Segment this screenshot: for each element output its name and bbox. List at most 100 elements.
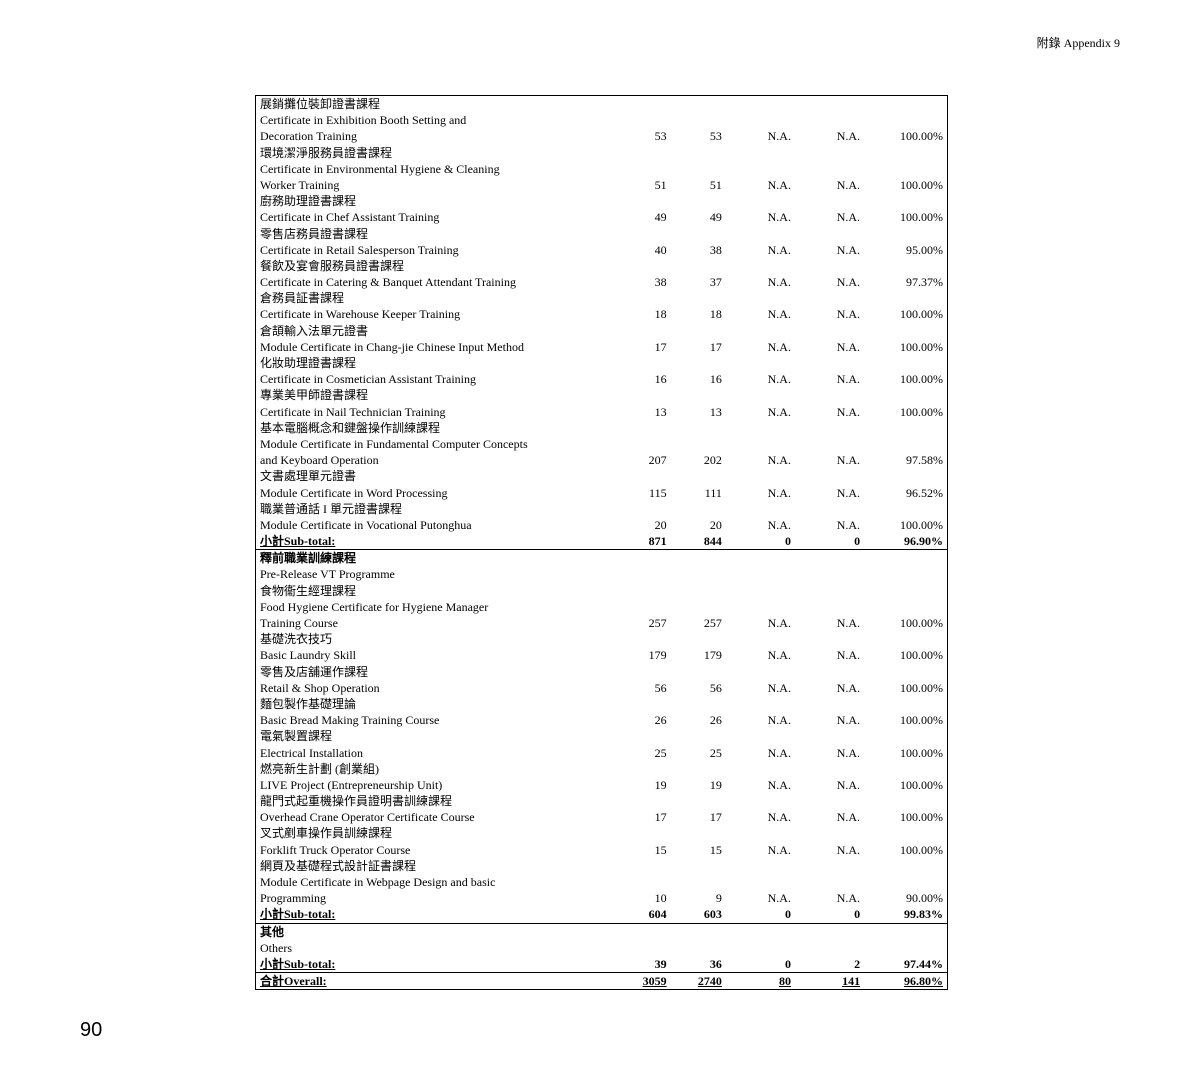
cell: 38 bbox=[615, 274, 670, 290]
cell: 2 bbox=[795, 956, 864, 973]
cell: 16 bbox=[671, 371, 726, 387]
section-header-en: Others bbox=[256, 940, 947, 956]
cell: 13 bbox=[671, 404, 726, 420]
cell bbox=[726, 874, 795, 890]
cell: 53 bbox=[671, 128, 726, 144]
cell bbox=[726, 290, 795, 306]
cell bbox=[726, 193, 795, 209]
cell: N.A. bbox=[726, 404, 795, 420]
cell: Module Certificate in Webpage Design and… bbox=[256, 874, 615, 890]
cell: 環境潔淨服務員證書課程 bbox=[256, 145, 615, 161]
cell bbox=[615, 664, 670, 680]
table-row: Decoration Training5353N.A.N.A.100.00% bbox=[256, 128, 947, 144]
cell bbox=[864, 874, 947, 890]
table-row: Certificate in Catering & Banquet Attend… bbox=[256, 274, 947, 290]
cell: 100.00% bbox=[864, 339, 947, 355]
cell: 95.00% bbox=[864, 242, 947, 258]
cell bbox=[795, 436, 864, 452]
subtotal-row: 小計Sub-total:8718440096.90% bbox=[256, 533, 947, 550]
cell bbox=[615, 728, 670, 744]
cell bbox=[726, 728, 795, 744]
cell bbox=[864, 193, 947, 209]
cell: LIVE Project (Entrepreneurship Unit) bbox=[256, 777, 615, 793]
cell bbox=[864, 387, 947, 403]
cell: 51 bbox=[671, 177, 726, 193]
table-row: Certificate in Chef Assistant Training49… bbox=[256, 209, 947, 225]
cell bbox=[615, 161, 670, 177]
cell bbox=[795, 258, 864, 274]
cell: N.A. bbox=[726, 890, 795, 906]
cell bbox=[864, 599, 947, 615]
cell bbox=[671, 696, 726, 712]
cell: Certificate in Environmental Hygiene & C… bbox=[256, 161, 615, 177]
table-row: Programming109N.A.N.A.90.00% bbox=[256, 890, 947, 906]
section-header: 其他 bbox=[256, 923, 947, 940]
cell bbox=[671, 112, 726, 128]
cell bbox=[726, 664, 795, 680]
cell: 100.00% bbox=[864, 647, 947, 663]
cell: 廚務助理證書課程 bbox=[256, 193, 615, 209]
cell: 604 bbox=[615, 906, 670, 923]
cell bbox=[795, 193, 864, 209]
cell bbox=[671, 161, 726, 177]
cell bbox=[726, 420, 795, 436]
cell: 0 bbox=[726, 956, 795, 973]
cell bbox=[615, 226, 670, 242]
cell bbox=[671, 420, 726, 436]
cell bbox=[864, 566, 947, 582]
cell: N.A. bbox=[726, 274, 795, 290]
cell bbox=[795, 696, 864, 712]
cell: 100.00% bbox=[864, 712, 947, 728]
cell: N.A. bbox=[726, 647, 795, 663]
cell: N.A. bbox=[795, 404, 864, 420]
cell bbox=[795, 761, 864, 777]
cell: 18 bbox=[671, 306, 726, 322]
cell: Retail & Shop Operation bbox=[256, 680, 615, 696]
cell bbox=[671, 631, 726, 647]
cell: 9 bbox=[671, 890, 726, 906]
cell: 零售及店舖運作課程 bbox=[256, 664, 615, 680]
table-row: Certificate in Environmental Hygiene & C… bbox=[256, 161, 947, 177]
cell bbox=[726, 258, 795, 274]
cell bbox=[615, 290, 670, 306]
cell bbox=[795, 96, 864, 112]
table-row: 叉式剷車操作員訓練課程 bbox=[256, 825, 947, 841]
cell: 97.37% bbox=[864, 274, 947, 290]
cell: Certificate in Catering & Banquet Attend… bbox=[256, 274, 615, 290]
cell bbox=[671, 436, 726, 452]
cell bbox=[615, 387, 670, 403]
cell: 99.83% bbox=[864, 906, 947, 923]
cell bbox=[671, 258, 726, 274]
cell: 40 bbox=[615, 242, 670, 258]
report-table: 展銷攤位裝卸證書課程Certificate in Exhibition Boot… bbox=[255, 95, 948, 990]
cell: 基礎洗衣技巧 bbox=[256, 631, 615, 647]
cell: 96.90% bbox=[864, 533, 947, 550]
cell: 25 bbox=[615, 745, 670, 761]
table-row: 化妝助理證書課程 bbox=[256, 355, 947, 371]
cell: N.A. bbox=[726, 809, 795, 825]
cell bbox=[726, 761, 795, 777]
cell: N.A. bbox=[795, 371, 864, 387]
table-row: 專業美甲師證書課程 bbox=[256, 387, 947, 403]
cell bbox=[795, 323, 864, 339]
table-row: Retail & Shop Operation5656N.A.N.A.100.0… bbox=[256, 680, 947, 696]
cell bbox=[795, 290, 864, 306]
cell bbox=[671, 468, 726, 484]
cell: N.A. bbox=[726, 339, 795, 355]
cell: 53 bbox=[615, 128, 670, 144]
cell bbox=[726, 355, 795, 371]
cell bbox=[864, 825, 947, 841]
cell: N.A. bbox=[795, 177, 864, 193]
table-row: Certificate in Exhibition Booth Setting … bbox=[256, 112, 947, 128]
cell: Others bbox=[256, 940, 615, 956]
appendix-label: 附錄 Appendix 9 bbox=[1037, 34, 1120, 51]
cell bbox=[671, 793, 726, 809]
cell: 97.44% bbox=[864, 956, 947, 973]
cell: 179 bbox=[615, 647, 670, 663]
cell bbox=[726, 145, 795, 161]
cell: 100.00% bbox=[864, 177, 947, 193]
cell bbox=[795, 420, 864, 436]
cell: N.A. bbox=[795, 485, 864, 501]
cell bbox=[726, 550, 795, 567]
cell: N.A. bbox=[726, 242, 795, 258]
